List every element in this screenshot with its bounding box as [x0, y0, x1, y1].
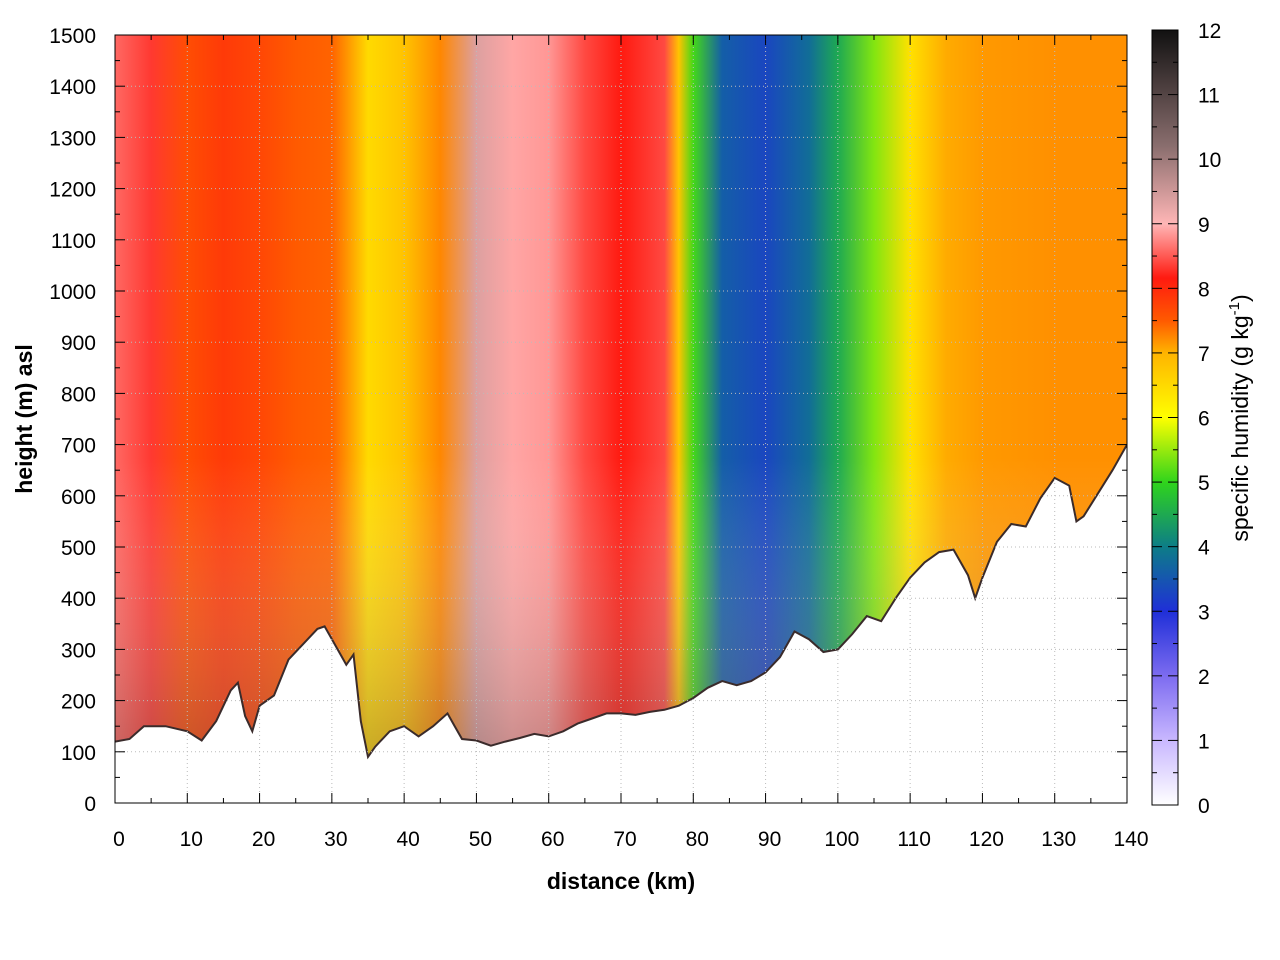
y-tick-label: 1000 [49, 281, 96, 304]
x-tick-label: 60 [541, 828, 564, 851]
terrain-surface-line [115, 444, 1127, 760]
y-tick-label: 0 [84, 793, 96, 816]
x-tick-label: 70 [613, 828, 636, 851]
colorbar-tick-label: 11 [1198, 85, 1220, 108]
colorbar-title-superscript: -1 [1226, 302, 1243, 315]
colorbar-tick-label: 8 [1198, 278, 1210, 301]
x-tick-label: 20 [252, 828, 275, 851]
colorbar-tick-label: 1 [1198, 730, 1210, 753]
y-tick-label: 800 [61, 383, 96, 406]
x-tick-label: 50 [469, 828, 492, 851]
x-tick-label: 40 [396, 828, 419, 851]
y-tick-label: 1400 [49, 76, 96, 99]
y-tick-label: 1100 [51, 230, 96, 253]
colorbar-tick-label: 9 [1198, 214, 1210, 237]
y-tick-label: 700 [61, 435, 96, 458]
colorbar-tick-label: 2 [1198, 666, 1210, 689]
grid [115, 35, 1127, 803]
x-tick-label: 10 [180, 828, 203, 851]
y-tick-label: 100 [61, 742, 96, 765]
y-tick-label: 1300 [49, 127, 96, 150]
x-tick-label: 100 [824, 828, 859, 851]
x-tick-label: 140 [1113, 828, 1148, 851]
y-tick-label: 600 [61, 486, 96, 509]
colorbar-tick-label: 6 [1198, 408, 1210, 431]
colorbar-tick-label: 4 [1198, 537, 1210, 560]
colorbar-title-main: specific humidity (g kg [1227, 315, 1253, 541]
colorbar-title: specific humidity (g kg-1) [1226, 294, 1253, 541]
x-tick-label: 30 [324, 828, 347, 851]
y-tick-label: 400 [61, 588, 96, 611]
x-tick-label: 80 [686, 828, 709, 851]
x-axis-ticks: 0 10 20 30 40 50 60 70 80 90 100 110 120 130 140 [113, 35, 1149, 851]
x-axis-title: distance (km) [547, 868, 695, 894]
y-axis-ticks: 0 100 200 300 400 500 600 700 800 900 1000 1100 1200… [49, 25, 1127, 816]
y-tick-label: 1200 [49, 179, 96, 202]
x-tick-label: 90 [758, 828, 781, 851]
y-axis-title: height (m) asl [11, 344, 37, 494]
y-tick-label: 300 [61, 639, 96, 662]
colorbar-tick-label: 10 [1198, 149, 1221, 172]
colorbar-tick-label: 3 [1198, 601, 1210, 624]
plot-area: 0 10 20 30 40 50 60 70 80 90 100 110 120 130 140 0 100 2… [49, 25, 1148, 851]
colorbar-tick-label: 5 [1198, 472, 1210, 495]
colorbar-tick-label: 0 [1198, 795, 1210, 818]
x-tick-label: 120 [969, 828, 1004, 851]
y-tick-label: 500 [61, 537, 96, 560]
colorbar-tick-label: 12 [1198, 20, 1221, 43]
x-tick-label: 0 [113, 828, 125, 851]
x-tick-label: 130 [1041, 828, 1076, 851]
y-tick-label: 200 [61, 691, 96, 714]
x-tick-label: 110 [897, 828, 930, 851]
colorbar-tick-label: 7 [1198, 343, 1210, 366]
colorbar-title-suffix: ) [1227, 294, 1253, 302]
y-tick-label: 1500 [49, 25, 96, 48]
y-tick-label: 900 [61, 332, 96, 355]
